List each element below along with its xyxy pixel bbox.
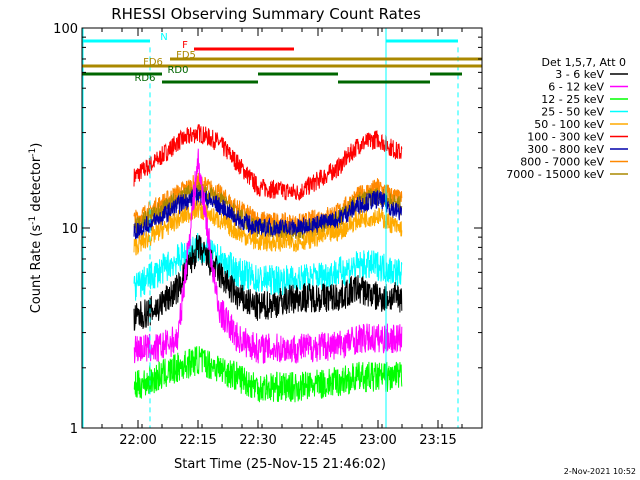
legend-label-2: 12 - 25 keV	[541, 93, 604, 106]
legend-label-3: 25 - 50 keV	[541, 106, 604, 119]
flag-label-f: F	[182, 40, 188, 51]
legend-label-7: 800 - 7000 keV	[520, 156, 604, 169]
series-line-300-800kev	[133, 186, 402, 240]
legend-label-6: 300 - 800 keV	[527, 143, 604, 156]
legend-label-5: 100 - 300 keV	[527, 131, 604, 144]
axes-layer: 22:00 22:15 22:30 22:45 23:00 23:15 1 10 100	[53, 22, 483, 448]
flag-label-rd6: RD6	[134, 73, 155, 84]
flag-label-n: N	[160, 32, 167, 43]
series-line-6-12kev	[133, 148, 403, 364]
data-layer	[133, 123, 403, 403]
x-tick-label: 23:00	[359, 433, 396, 448]
series-line-25-50kev	[133, 232, 403, 301]
x-tick-label: 22:30	[239, 433, 276, 448]
legend-label-4: 50 - 100 keV	[534, 118, 604, 131]
series-line-50-100kev	[133, 200, 403, 256]
x-axis-label: Start Time (25-Nov-15 21:46:02)	[174, 457, 386, 472]
series-line-100-300kev	[133, 123, 403, 201]
flag-label-fd6: FD6	[143, 57, 163, 68]
y-tick-label: 1	[70, 422, 78, 437]
series-line-3-6kev	[133, 234, 403, 331]
y-tick-label: 100	[53, 22, 78, 37]
x-tick-label: 22:00	[119, 433, 156, 448]
y-tick-label: 10	[61, 222, 78, 237]
legend-label-1: 6 - 12 keV	[548, 81, 604, 94]
legend-label-0: 3 - 6 keV	[555, 68, 604, 81]
series-line-12-25kev	[133, 346, 403, 403]
y-axis-label: Count Rate (s-1 detector-1)	[28, 143, 44, 314]
chart-title: RHESSI Observing Summary Count Rates	[111, 5, 421, 23]
x-tick-label: 23:15	[419, 433, 456, 448]
flag-label-fd5: FD5	[176, 50, 196, 61]
x-tick-label: 22:45	[299, 433, 336, 448]
x-tick-label: 22:15	[179, 433, 216, 448]
footer-date: 2-Nov-2021 10:52	[564, 467, 636, 476]
legend-title: Det 1,5,7, Att 0	[542, 56, 626, 69]
legend-label-8: 7000 - 15000 keV	[506, 168, 604, 181]
flag-label-rd0: RD0	[167, 65, 188, 76]
